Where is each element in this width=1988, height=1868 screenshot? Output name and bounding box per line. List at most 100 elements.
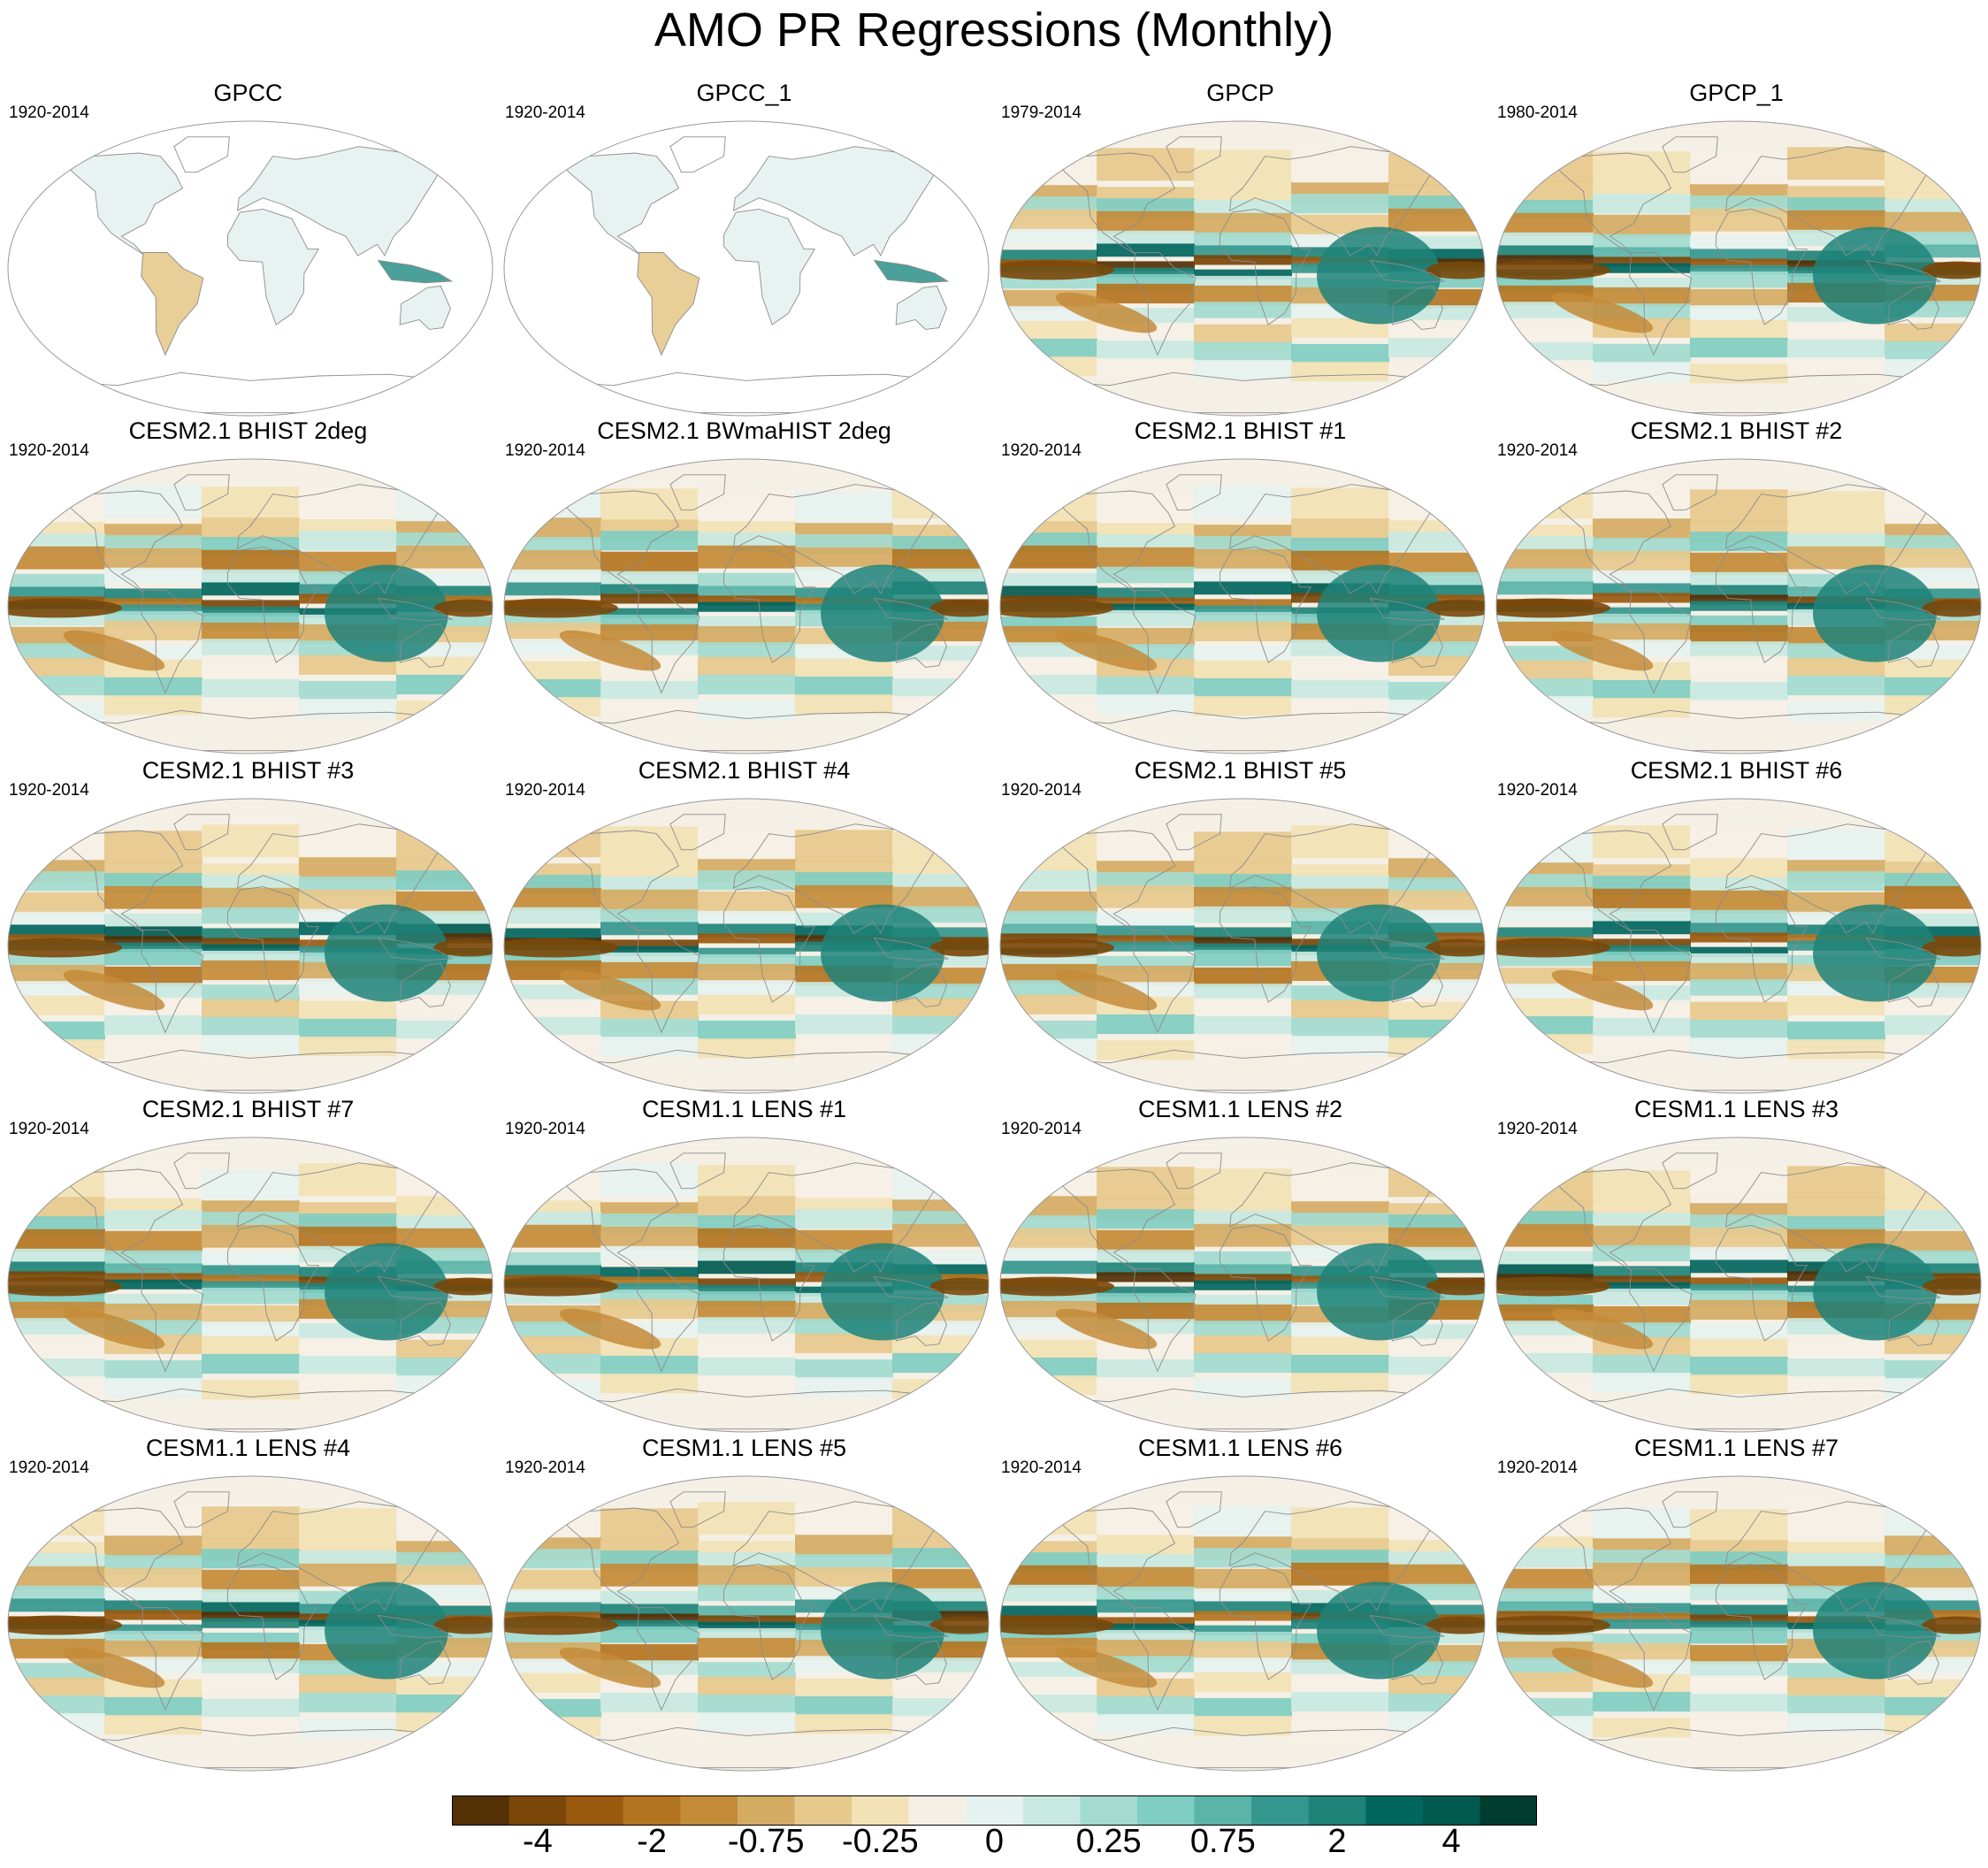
colorbar-swatch bbox=[1365, 1796, 1424, 1825]
colorbar-swatch bbox=[1080, 1796, 1138, 1825]
panel-title: CESM1.1 LENS #7 bbox=[1633, 1435, 1839, 1461]
robinson-map bbox=[999, 120, 1486, 417]
panel-years: 1920-2014 bbox=[9, 103, 89, 122]
panel-title: GPCC_1 bbox=[696, 80, 792, 106]
robinson-map bbox=[503, 1475, 990, 1772]
map-panel: CESM1.1 LENS #3 1920-2014 bbox=[1488, 1096, 1984, 1435]
robinson-map bbox=[7, 458, 493, 754]
panel-title: CESM2.1 BHIST #6 bbox=[1630, 757, 1843, 784]
robinson-map bbox=[999, 798, 1486, 1094]
panel-title: CESM2.1 BHIST #1 bbox=[1134, 417, 1347, 444]
map-panel: CESM2.1 BHIST #4 1920-2014 bbox=[496, 757, 992, 1096]
robinson-map bbox=[7, 1137, 493, 1433]
map-panel: CESM2.1 BHIST 2deg 1920-2014 bbox=[0, 417, 496, 756]
colorbar-swatch bbox=[1422, 1796, 1480, 1825]
robinson-map bbox=[1495, 1137, 1982, 1433]
panel-years: 1920-2014 bbox=[505, 1120, 585, 1138]
figure-title: AMO PR Regressions (Monthly) bbox=[654, 4, 1334, 57]
panel-title: GPCP bbox=[1206, 80, 1274, 106]
robinson-map bbox=[503, 798, 990, 1094]
colorbar-swatch bbox=[1194, 1796, 1252, 1825]
colorbar bbox=[452, 1795, 1537, 1826]
panel-years: 1920-2014 bbox=[9, 1458, 89, 1477]
panel-title: CESM1.1 LENS #1 bbox=[641, 1096, 847, 1122]
robinson-map bbox=[503, 120, 990, 417]
colorbar-swatch bbox=[1480, 1796, 1537, 1825]
robinson-map bbox=[7, 120, 493, 417]
colorbar-swatch bbox=[508, 1796, 567, 1825]
panel-years: 1920-2014 bbox=[505, 103, 585, 122]
robinson-map bbox=[1495, 1475, 1982, 1772]
colorbar-swatch bbox=[1251, 1796, 1310, 1825]
colorbar-tick-label: 4 bbox=[1441, 1823, 1461, 1860]
colorbar-tick-label: -2 bbox=[637, 1823, 667, 1860]
colorbar-swatch bbox=[623, 1796, 681, 1825]
colorbar-swatch bbox=[737, 1796, 795, 1825]
map-panel: CESM2.1 BHIST #5 1920-2014 bbox=[992, 757, 1488, 1096]
robinson-map bbox=[1495, 120, 1982, 417]
map-panel: CESM2.1 BHIST #3 1920-2014 bbox=[0, 757, 496, 1096]
map-panel: GPCC 1920-2014 bbox=[0, 80, 496, 418]
panel-years: 1920-2014 bbox=[505, 441, 585, 460]
panel-title: CESM1.1 LENS #2 bbox=[1137, 1096, 1343, 1122]
map-panel: CESM2.1 BHIST #1 1920-2014 bbox=[992, 417, 1488, 756]
panel-years: 1979-2014 bbox=[1001, 103, 1082, 122]
robinson-map bbox=[1495, 798, 1982, 1094]
panel-title: GPCC bbox=[213, 80, 283, 106]
panel-title: CESM1.1 LENS #3 bbox=[1633, 1096, 1839, 1122]
panel-title: CESM1.1 LENS #4 bbox=[145, 1435, 351, 1461]
panel-title: CESM2.1 BHIST #3 bbox=[141, 757, 355, 784]
colorbar-tick-label: 2 bbox=[1327, 1823, 1347, 1860]
map-panel: CESM2.1 BHIST #7 1920-2014 bbox=[0, 1096, 496, 1435]
robinson-map bbox=[999, 458, 1486, 754]
colorbar-swatch bbox=[1022, 1796, 1081, 1825]
map-panel: CESM1.1 LENS #7 1920-2014 bbox=[1488, 1435, 1984, 1773]
colorbar-tick-label: 0.75 bbox=[1189, 1823, 1256, 1860]
map-panel: CESM2.1 BHIST #2 1920-2014 bbox=[1488, 417, 1984, 756]
panel-title: CESM2.1 BHIST 2deg bbox=[128, 417, 368, 444]
colorbar-swatch bbox=[1136, 1796, 1196, 1825]
panel-years: 1920-2014 bbox=[1497, 1120, 1578, 1138]
robinson-map bbox=[999, 1475, 1486, 1772]
panel-title: CESM2.1 BHIST #7 bbox=[141, 1096, 355, 1122]
panel-years: 1920-2014 bbox=[1001, 781, 1082, 800]
colorbar-swatch bbox=[452, 1796, 510, 1825]
panel-years: 1920-2014 bbox=[1497, 781, 1578, 800]
robinson-map bbox=[7, 1475, 493, 1772]
colorbar-swatch bbox=[966, 1796, 1024, 1825]
colorbar-tick-label: -0.75 bbox=[727, 1823, 805, 1860]
panel-title: CESM2.1 BHIST #2 bbox=[1630, 417, 1843, 444]
panel-years: 1920-2014 bbox=[9, 441, 89, 460]
panel-title: CESM1.1 LENS #5 bbox=[641, 1435, 847, 1461]
map-panel: CESM2.1 BWmaHIST 2deg 1920-2014 bbox=[496, 417, 992, 756]
panel-title: GPCP_1 bbox=[1689, 80, 1784, 106]
colorbar-swatch bbox=[852, 1796, 910, 1825]
panel-title: CESM2.1 BHIST #4 bbox=[638, 757, 851, 784]
map-panel: CESM2.1 BHIST #6 1920-2014 bbox=[1488, 757, 1984, 1096]
colorbar-swatch bbox=[566, 1796, 624, 1825]
robinson-map bbox=[503, 458, 990, 754]
panel-title: CESM2.1 BHIST #5 bbox=[1134, 757, 1347, 784]
panel-years: 1920-2014 bbox=[505, 781, 585, 800]
map-panel: CESM1.1 LENS #1 1920-2014 bbox=[496, 1096, 992, 1435]
colorbar-tick-label: 0 bbox=[984, 1823, 1005, 1860]
robinson-map bbox=[999, 1137, 1486, 1433]
map-panel: CESM1.1 LENS #2 1920-2014 bbox=[992, 1096, 1488, 1435]
map-panel: CESM1.1 LENS #4 1920-2014 bbox=[0, 1435, 496, 1773]
colorbar-labels: -4 -2 -0.75 -0.25 0 0.25 0.75 2 4 bbox=[452, 1822, 1537, 1866]
map-panel: GPCC_1 1920-2014 bbox=[496, 80, 992, 418]
colorbar-swatch bbox=[908, 1796, 967, 1825]
panel-years: 1920-2014 bbox=[1001, 441, 1082, 460]
panel-years: 1920-2014 bbox=[1001, 1120, 1082, 1138]
panel-years: 1920-2014 bbox=[9, 1120, 89, 1138]
colorbar-swatch bbox=[794, 1796, 853, 1825]
colorbar-swatch bbox=[680, 1796, 738, 1825]
panel-title: CESM1.1 LENS #6 bbox=[1137, 1435, 1343, 1461]
panel-years: 1980-2014 bbox=[1497, 103, 1578, 122]
colorbar-tick-label: -0.25 bbox=[842, 1823, 919, 1860]
panel-years: 1920-2014 bbox=[1497, 441, 1578, 460]
panel-years: 1920-2014 bbox=[1497, 1458, 1578, 1477]
map-panel: CESM1.1 LENS #5 1920-2014 bbox=[496, 1435, 992, 1773]
map-panel: GPCP 1979-2014 bbox=[992, 80, 1488, 418]
colorbar-swatch bbox=[1308, 1796, 1366, 1825]
